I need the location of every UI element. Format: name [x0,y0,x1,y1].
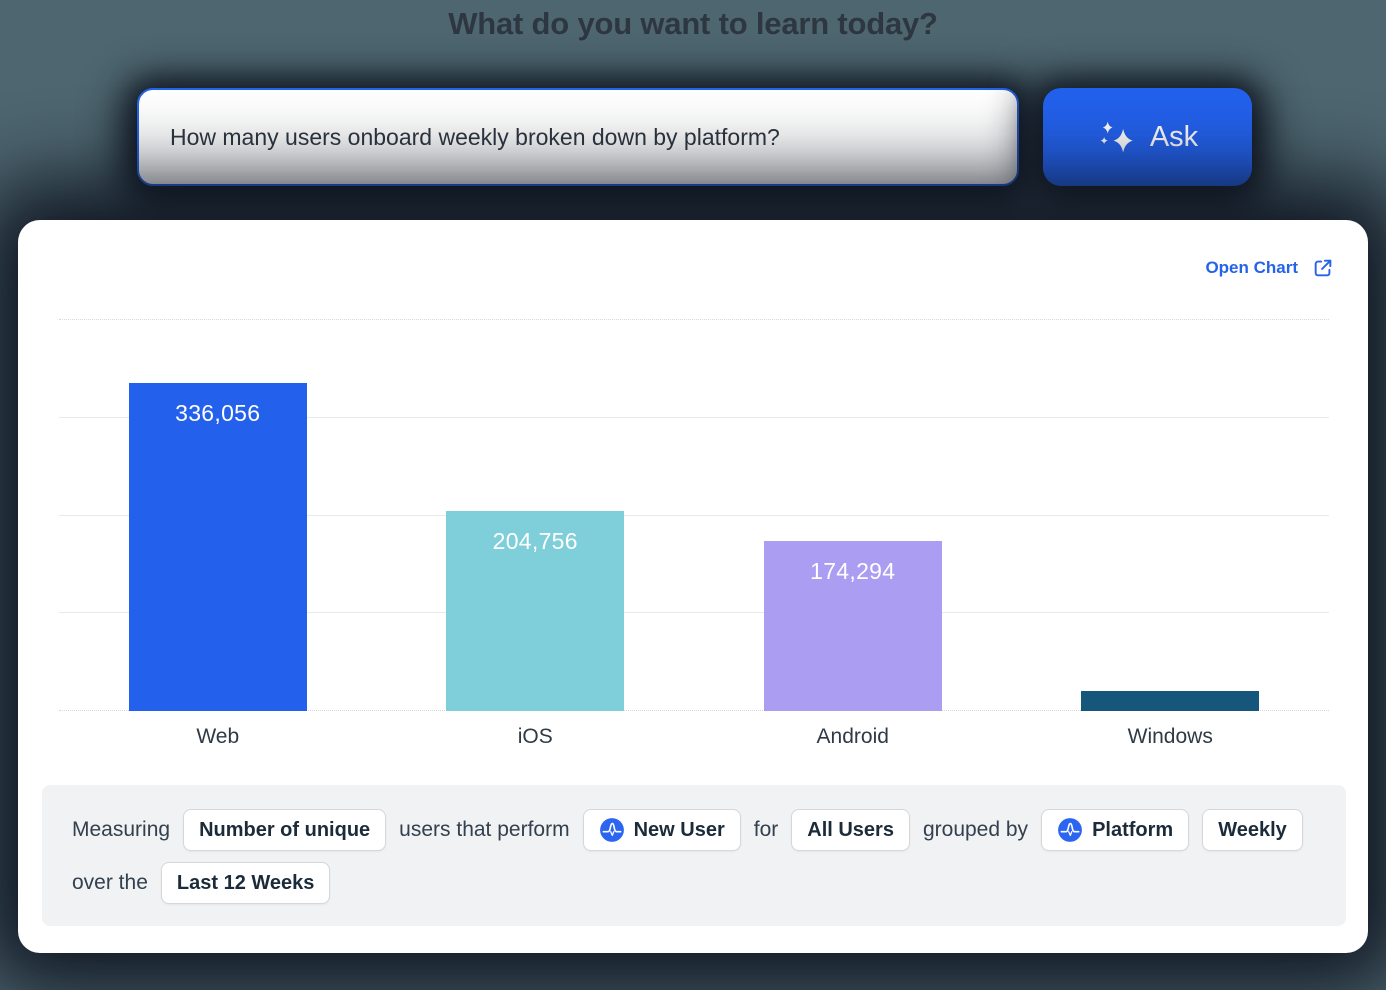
bar-column-web: 336,056 [59,383,377,711]
chart-card: Open Chart 336,056 204,756 174,294 Web iOS A… [18,220,1368,953]
x-label-ios: iOS [517,725,553,748]
gridline [59,514,1329,516]
chip-label: All Users [807,818,894,841]
bar-windows[interactable] [1081,691,1260,711]
open-chart-link[interactable]: Open Chart [1199,256,1340,280]
query-text-users-that-perform: users that perform [399,818,570,841]
query-text-for: for [753,818,779,841]
x-label-android: Android [816,725,889,748]
chip-platform[interactable]: Platform [1041,809,1190,851]
query-builder-row-1: Measuring Number of unique users that perf… [72,809,1316,851]
bar-ios[interactable]: 204,756 [446,511,625,711]
ask-button[interactable]: Ask [1043,88,1252,186]
plot-area: 336,056 204,756 174,294 [59,319,1329,711]
search-box[interactable] [137,88,1019,186]
chip-new-user[interactable]: New User [582,809,741,851]
external-link-icon [1312,257,1334,279]
chip-label: Number of unique [199,818,371,841]
bar-column-ios: 204,756 [377,511,695,711]
chip-weekly[interactable]: Weekly [1202,809,1303,851]
query-text-grouped-by: grouped by [922,818,1029,841]
chip-label: Last 12 Weeks [176,871,315,894]
ask-button-label: Ask [1149,120,1199,153]
gridline [59,710,1329,711]
bar-value-label: 204,756 [492,528,578,554]
bar-value-label: 174,294 [810,558,896,584]
amplitude-event-icon [599,817,625,843]
bars-row: 336,056 204,756 174,294 [59,320,1329,711]
chip-last-12-weeks[interactable]: Last 12 Weeks [160,862,331,904]
chip-label: New User [633,818,725,841]
gridline [59,319,1329,320]
x-axis-labels: Web iOS Android Windows [59,725,1329,749]
amplitude-event-icon [1057,817,1083,843]
gridline [59,612,1329,614]
query-builder-row-2: over the Last 12 Weeks [72,862,1316,904]
chip-number-of-unique[interactable]: Number of unique [183,809,387,851]
chip-label: Platform [1092,818,1174,841]
query-text-over-the: over the [72,871,148,894]
bar-column-android: 174,294 [694,541,1012,711]
page-title: What do you want to learn today? [448,6,938,41]
bar-value-label: 336,056 [175,400,261,426]
search-row: Ask [137,88,1252,186]
x-label-windows: Windows [1127,725,1213,748]
x-label-web: Web [196,725,240,748]
chip-label: Weekly [1218,818,1287,841]
query-builder-panel: Measuring Number of unique users that perf… [42,785,1346,926]
search-input[interactable] [168,122,988,152]
bar-android[interactable]: 174,294 [763,541,942,711]
sparkles-icon [1097,118,1135,156]
open-chart-label: Open Chart [1205,258,1298,277]
bar-web[interactable]: 336,056 [128,383,307,711]
query-text-measuring: Measuring [72,818,171,841]
chip-all-users[interactable]: All Users [791,809,910,851]
bar-column-windows [1012,691,1330,711]
gridline [59,416,1329,418]
